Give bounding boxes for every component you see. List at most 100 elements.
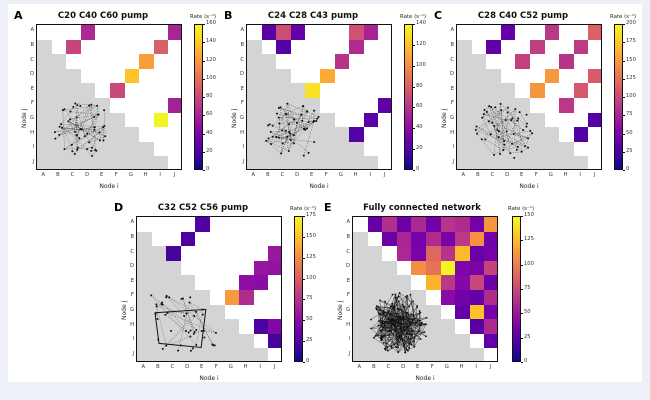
heatmap-cell[interactable] <box>166 246 181 261</box>
heatmap-cell[interactable] <box>268 319 281 334</box>
heatmap-cell[interactable] <box>305 83 320 98</box>
heatmap-cell[interactable] <box>484 304 497 320</box>
heatmap-cell[interactable] <box>440 260 456 276</box>
heatmap-cell[interactable] <box>411 231 426 247</box>
heatmap-cell[interactable] <box>382 217 397 232</box>
panel-e-heatmap[interactable] <box>352 216 498 362</box>
heatmap-cell[interactable] <box>124 68 140 84</box>
heatmap-cell[interactable] <box>544 25 560 40</box>
heatmap-cell[interactable] <box>484 260 497 276</box>
heatmap-cell[interactable] <box>153 39 169 55</box>
heatmap-cell[interactable] <box>486 39 501 55</box>
heatmap-cell[interactable] <box>139 54 154 69</box>
heatmap-cell[interactable] <box>168 98 181 113</box>
heatmap-cell[interactable] <box>382 231 397 247</box>
heatmap-cell[interactable] <box>484 333 497 349</box>
heatmap-cell[interactable] <box>411 217 426 232</box>
heatmap-cell[interactable] <box>411 260 426 276</box>
heatmap-cell[interactable] <box>363 112 379 128</box>
heatmap-cell[interactable] <box>484 290 497 305</box>
heatmap-cell[interactable] <box>530 39 545 55</box>
heatmap-cell[interactable] <box>396 231 412 247</box>
heatmap-cell[interactable] <box>484 319 497 334</box>
heatmap-cell[interactable] <box>573 127 589 142</box>
heatmap-cell[interactable] <box>153 112 169 128</box>
heatmap-cell[interactable] <box>440 275 456 290</box>
heatmap-cell[interactable] <box>559 98 574 113</box>
heatmap-cell[interactable] <box>261 25 277 40</box>
heatmap-cell[interactable] <box>469 260 485 276</box>
heatmap-cell[interactable] <box>334 54 350 69</box>
heatmap-cell[interactable] <box>253 319 269 334</box>
heatmap-cell[interactable] <box>396 217 412 232</box>
heatmap-cell[interactable] <box>500 25 516 40</box>
heatmap-cell[interactable] <box>469 217 485 232</box>
heatmap-cell[interactable] <box>396 246 412 261</box>
heatmap-cell[interactable] <box>411 246 426 261</box>
heatmap-cell[interactable] <box>588 112 601 128</box>
heatmap-cell[interactable] <box>426 217 441 232</box>
heatmap-cell[interactable] <box>110 83 125 98</box>
heatmap-cell[interactable] <box>349 127 364 142</box>
panel-b-heatmap[interactable] <box>246 24 392 170</box>
heatmap-cell[interactable] <box>378 98 391 113</box>
heatmap-cell[interactable] <box>268 333 281 349</box>
heatmap-cell[interactable] <box>276 25 291 40</box>
heatmap-cell[interactable] <box>276 39 291 55</box>
heatmap-cell[interactable] <box>349 39 364 55</box>
heatmap-cell[interactable] <box>66 39 81 55</box>
heatmap-cell[interactable] <box>426 231 441 247</box>
heatmap-cell[interactable] <box>268 260 281 276</box>
heatmap-cell[interactable] <box>426 260 441 276</box>
heatmap-cell[interactable] <box>180 231 196 247</box>
panel-a-heatmap[interactable] <box>36 24 182 170</box>
heatmap-cell[interactable] <box>455 275 470 290</box>
heatmap-cell[interactable] <box>469 304 485 320</box>
heatmap-cell[interactable] <box>440 246 456 261</box>
heatmap-cell[interactable] <box>515 54 530 69</box>
heatmap-cell[interactable] <box>484 246 497 261</box>
heatmap-cell[interactable] <box>588 68 601 84</box>
heatmap-cell[interactable] <box>253 275 269 290</box>
heatmap-cell[interactable] <box>484 231 497 247</box>
heatmap-cell[interactable] <box>268 246 281 261</box>
heatmap-cell[interactable] <box>573 83 589 98</box>
heatmap-cell[interactable] <box>573 39 589 55</box>
heatmap-cell[interactable] <box>544 68 560 84</box>
heatmap-cell[interactable] <box>530 83 545 98</box>
panel-d-heatmap[interactable] <box>136 216 282 362</box>
heatmap-cell[interactable] <box>455 290 470 305</box>
heatmap-cell[interactable] <box>426 275 441 290</box>
heatmap-cell[interactable] <box>484 217 497 232</box>
heatmap-cell[interactable] <box>455 304 470 320</box>
heatmap-cell[interactable] <box>440 290 456 305</box>
panel-c-heatmap[interactable] <box>456 24 602 170</box>
heatmap-cell[interactable] <box>426 246 441 261</box>
heatmap-cell[interactable] <box>363 25 379 40</box>
heatmap-cell[interactable] <box>440 231 456 247</box>
heatmap-cell[interactable] <box>469 290 485 305</box>
heatmap-cell[interactable] <box>455 231 470 247</box>
heatmap-cell[interactable] <box>484 275 497 290</box>
heatmap-cell[interactable] <box>80 25 96 40</box>
heatmap-cell[interactable] <box>469 246 485 261</box>
heatmap-cell[interactable] <box>239 275 254 290</box>
heatmap-cell[interactable] <box>440 217 456 232</box>
heatmap-cell[interactable] <box>320 68 335 84</box>
heatmap-cell[interactable] <box>455 260 470 276</box>
heatmap-cell[interactable] <box>588 25 601 40</box>
heatmap-cell[interactable] <box>455 217 470 232</box>
heatmap-cell[interactable] <box>349 25 364 40</box>
heatmap-cell[interactable] <box>290 25 306 40</box>
heatmap-cell[interactable] <box>455 246 470 261</box>
heatmap-cell[interactable] <box>224 290 240 305</box>
heatmap-cell[interactable] <box>469 275 485 290</box>
heatmap-cell[interactable] <box>469 319 485 334</box>
heatmap-cell[interactable] <box>559 54 574 69</box>
heatmap-cell[interactable] <box>195 217 210 232</box>
heatmap-cell[interactable] <box>469 231 485 247</box>
heatmap-cell[interactable] <box>367 217 383 232</box>
heatmap-cell[interactable] <box>239 290 254 305</box>
heatmap-cell[interactable] <box>253 260 269 276</box>
heatmap-cell[interactable] <box>168 25 181 40</box>
